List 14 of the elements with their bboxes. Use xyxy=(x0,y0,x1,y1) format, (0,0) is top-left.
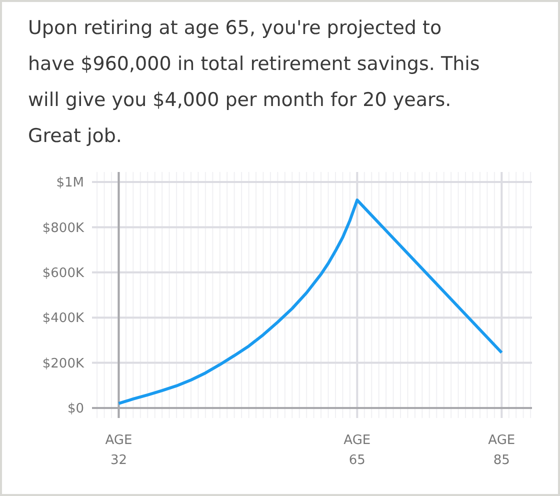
text: AGE xyxy=(344,433,371,448)
text: AGE xyxy=(488,433,516,448)
chart-title: Upon retiring at age 65, you're projected to have $960,000 in total retirement savings. This will give you $4,000 per month for 20 years. Great job. xyxy=(28,17,480,147)
x-tick-label: 85 xyxy=(493,453,510,468)
x-tick-label: 65 xyxy=(348,453,366,468)
y-tick-label: $200K xyxy=(42,356,84,372)
y-tick-label: $0 xyxy=(67,402,84,417)
y-tick-label: $400K xyxy=(42,311,84,326)
y-tick-label: $800K xyxy=(42,220,84,236)
line-series xyxy=(117,198,504,405)
x-tick-label: 32 xyxy=(110,453,128,468)
x-axis-title: AGE xyxy=(105,433,132,448)
y-tick-label: $1M xyxy=(56,176,84,191)
y-tick-label: $600K xyxy=(42,266,84,281)
